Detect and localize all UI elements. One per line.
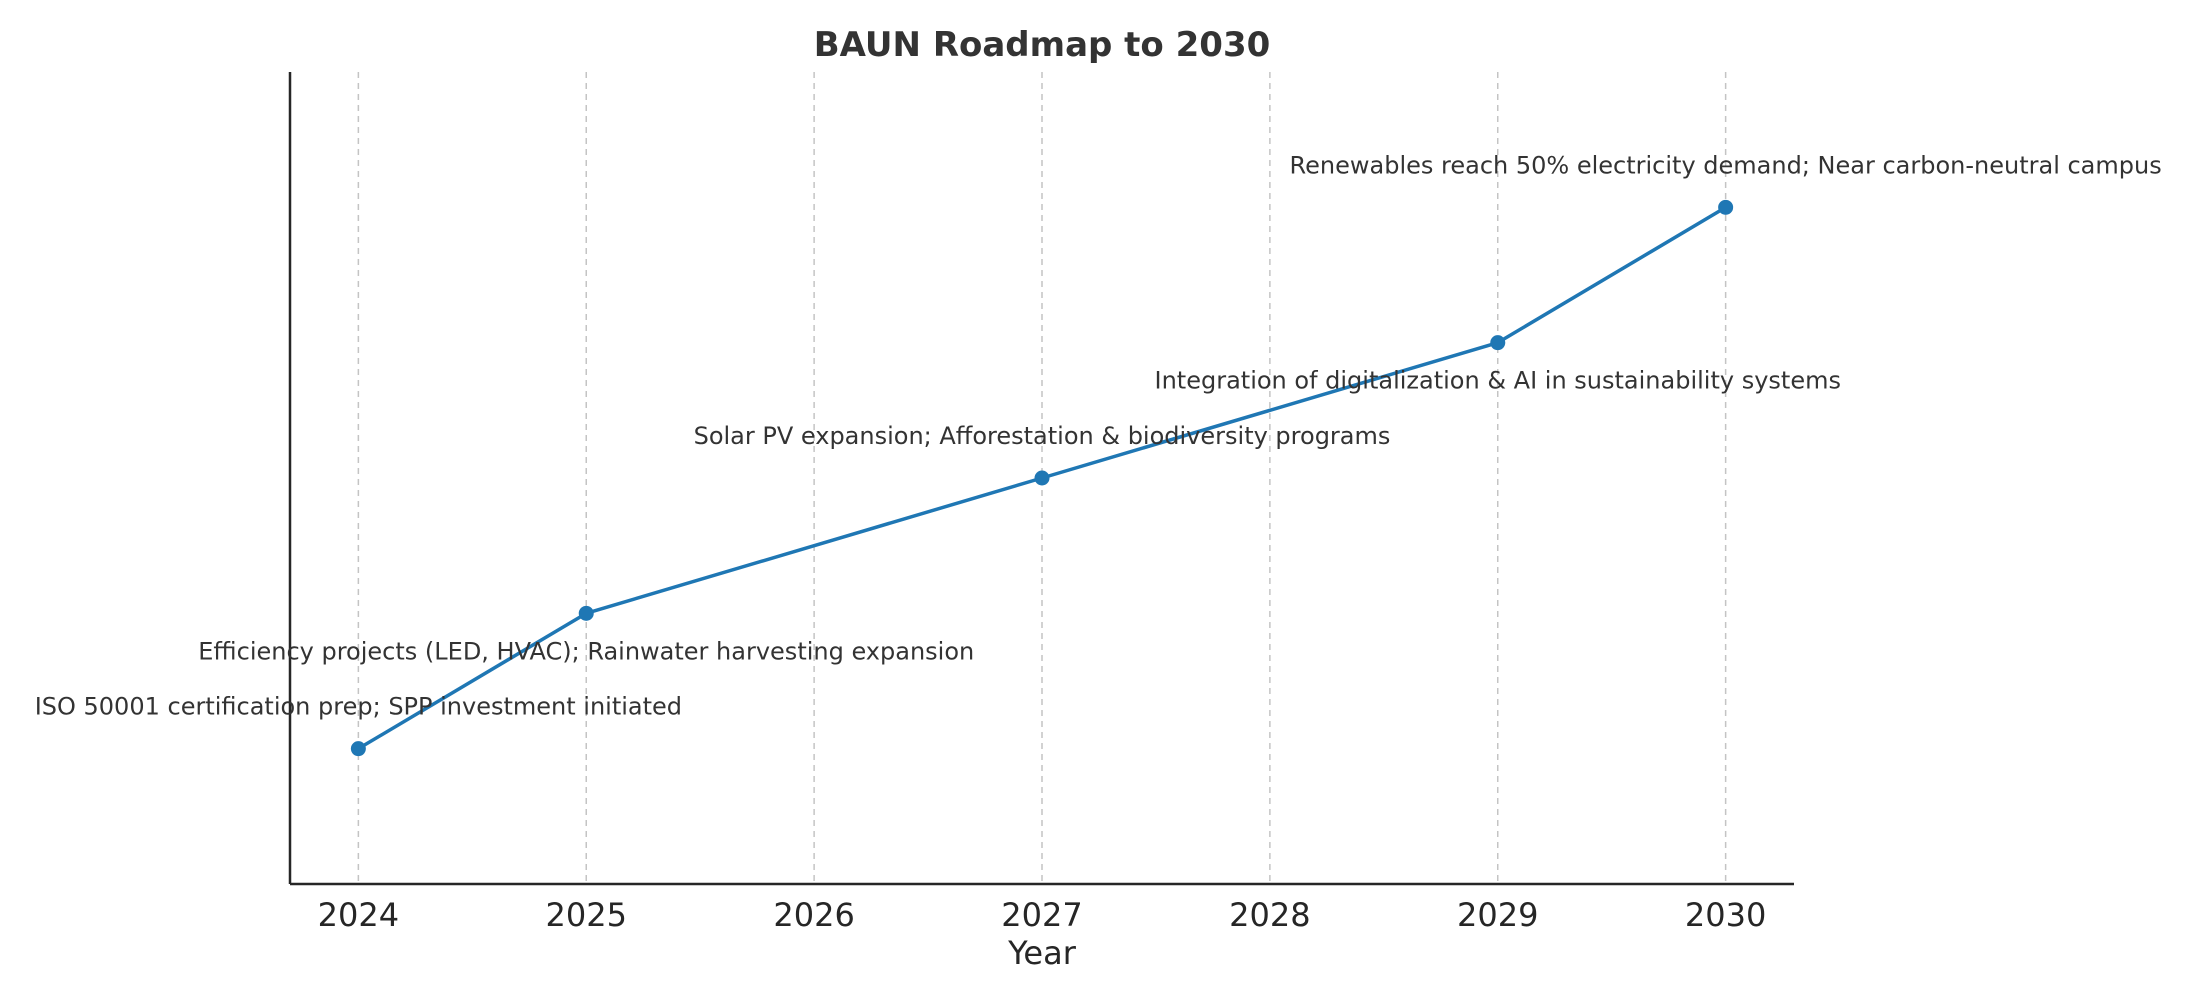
series-layer <box>350 199 1734 757</box>
milestone-point-2024 <box>350 741 366 757</box>
milestone-label-2029: Integration of digitalization & AI in su… <box>1155 367 1841 395</box>
x-tick-label-2025: 2025 <box>546 896 627 934</box>
milestone-annotations: ISO 50001 certification prep; SPP invest… <box>35 151 2162 720</box>
x-tick-label-2024: 2024 <box>318 896 399 934</box>
milestone-label-2027: Solar PV expansion; Afforestation & biod… <box>694 422 1391 450</box>
x-tick-label-2029: 2029 <box>1457 896 1538 934</box>
milestone-label-2024: ISO 50001 certification prep; SPP invest… <box>35 693 682 721</box>
milestone-label-2025: Efficiency projects (LED, HVAC); Rainwat… <box>198 637 974 665</box>
milestone-point-2030 <box>1718 199 1734 215</box>
chart-title: BAUN Roadmap to 2030 <box>814 25 1271 65</box>
x-axis-title: Year <box>1007 934 1077 972</box>
x-tick-labels: 2024 2025 2026 2027 2028 2029 2030 <box>318 896 1767 934</box>
x-tick-label-2027: 2027 <box>1001 896 1082 934</box>
milestone-label-2030: Renewables reach 50% electricity demand;… <box>1290 151 2162 179</box>
x-tick-label-2030: 2030 <box>1685 896 1766 934</box>
milestone-point-2025 <box>578 605 594 621</box>
milestone-point-2027 <box>1034 470 1050 486</box>
x-tick-label-2026: 2026 <box>773 896 854 934</box>
milestone-point-2029 <box>1490 335 1506 351</box>
x-tick-label-2028: 2028 <box>1229 896 1310 934</box>
